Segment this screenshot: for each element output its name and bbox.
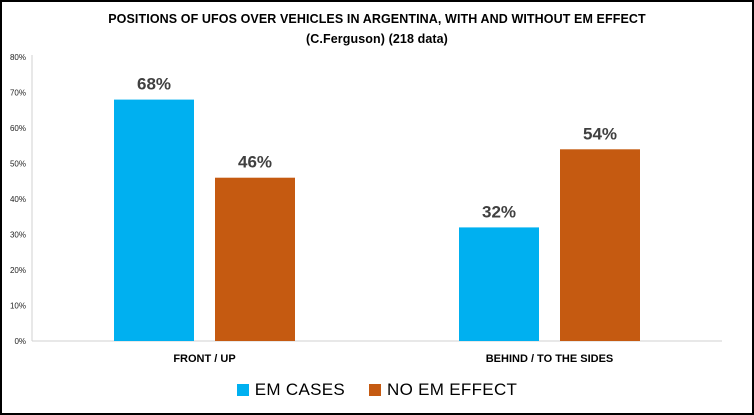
chart-subtitle: (C.Ferguson) (218 data) [306, 32, 448, 46]
y-tick-label: 80% [10, 53, 26, 62]
y-tick-label: 10% [10, 302, 26, 311]
y-tick-label: 0% [14, 337, 26, 346]
data-label: 54% [583, 124, 617, 143]
category-label: BEHIND / TO THE SIDES [486, 353, 614, 365]
legend-swatch-em-cases [236, 384, 249, 396]
y-tick-label: 60% [10, 124, 26, 133]
legend-swatch-no-em-effect [369, 384, 382, 396]
bar-no-em-effect [560, 149, 640, 341]
y-tick-label: 20% [10, 266, 26, 275]
y-tick-label: 70% [10, 89, 26, 98]
data-label: 68% [137, 75, 171, 94]
bar-no-em-effect [215, 177, 295, 341]
legend-item-no-em-effect: NO EM EFFECT [369, 380, 517, 400]
legend-label-no-em-effect: NO EM EFFECT [387, 380, 518, 399]
y-tick-label: 30% [10, 231, 26, 240]
bar-em-cases [459, 227, 539, 341]
data-label: 46% [238, 153, 272, 172]
chart-title: POSITIONS OF UFOS OVER VEHICLES IN ARGEN… [108, 12, 646, 26]
data-label: 32% [482, 202, 516, 221]
bar-em-cases [114, 99, 194, 341]
y-tick-label: 50% [10, 160, 26, 169]
y-tick-label: 40% [10, 195, 26, 204]
chart-legend: EM CASES NO EM EFFECT [2, 380, 752, 400]
category-label: FRONT / UP [173, 353, 235, 365]
legend-item-em-cases: EM CASES [236, 380, 346, 400]
legend-label-em-cases: EM CASES [254, 380, 346, 399]
